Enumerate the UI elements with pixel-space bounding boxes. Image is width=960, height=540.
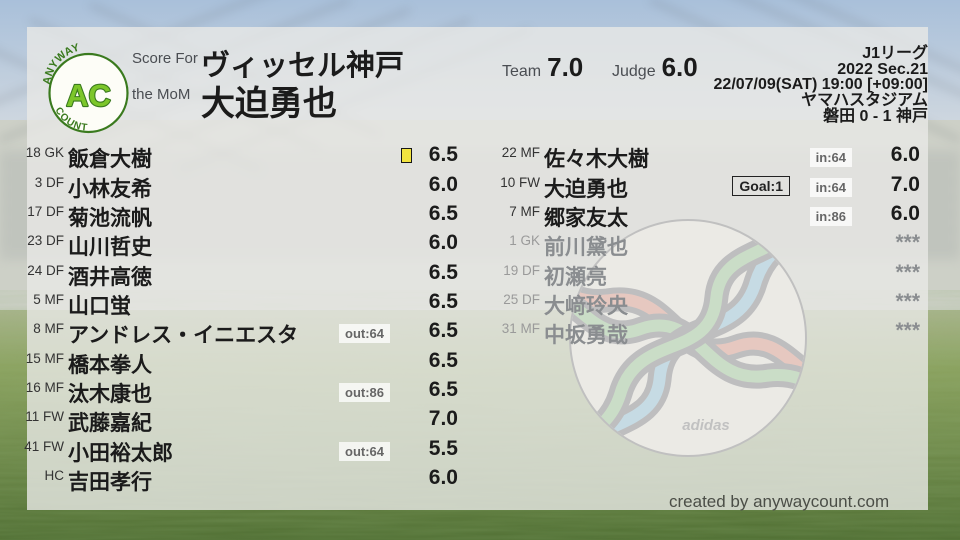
svg-text:AC: AC [66,78,111,113]
